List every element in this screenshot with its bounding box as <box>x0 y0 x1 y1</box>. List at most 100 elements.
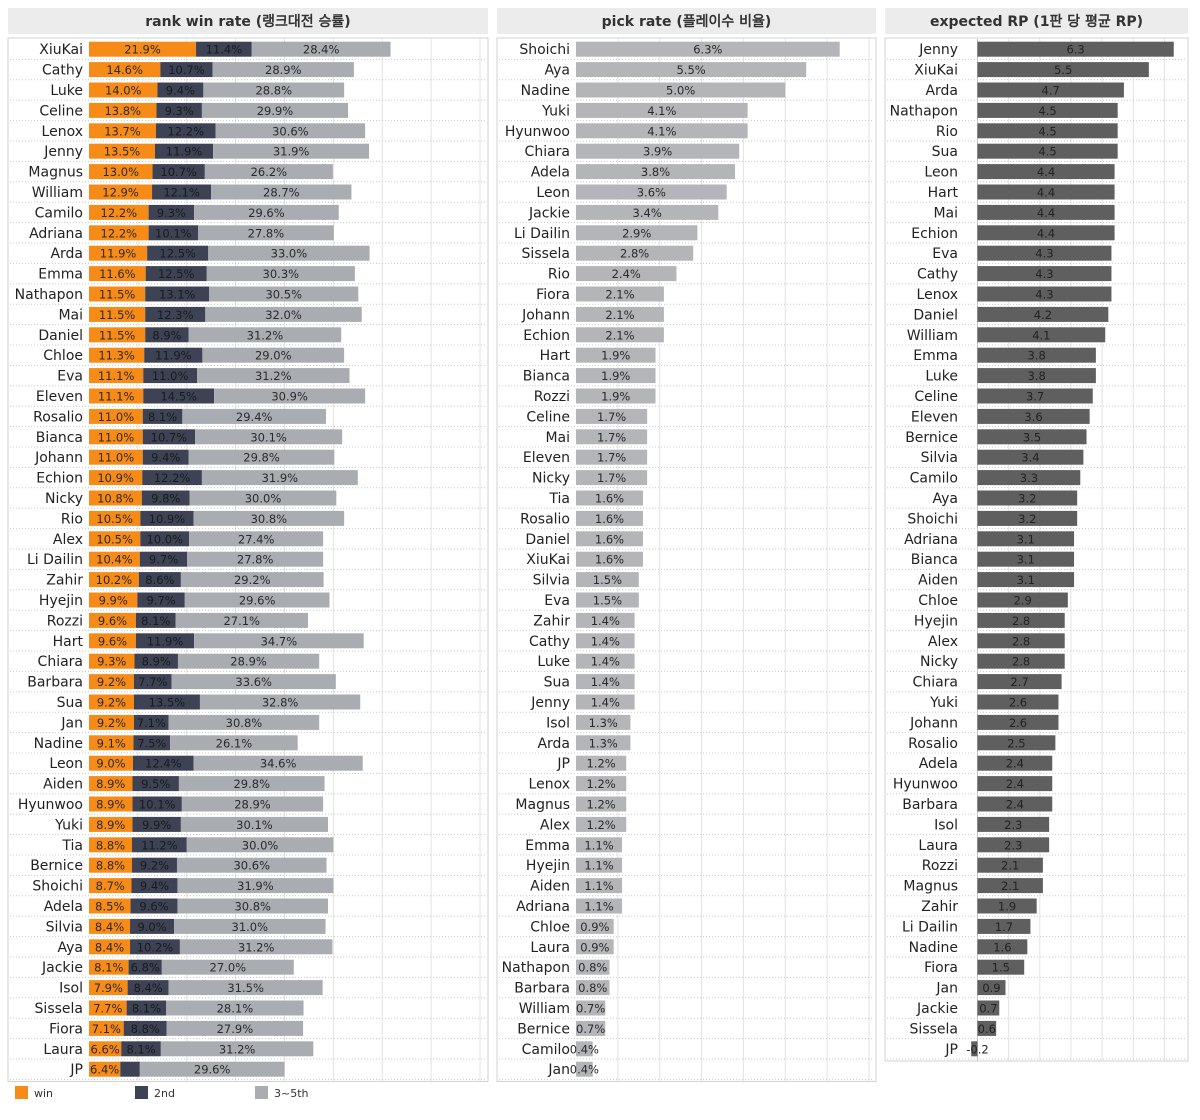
chart-row: Silvia 3.4 <box>887 449 1186 468</box>
data-label: 1.9% <box>601 390 630 404</box>
bar-segment-win <box>89 633 136 649</box>
bar <box>576 878 623 894</box>
bar <box>977 245 1112 261</box>
category-label: Nicky <box>532 471 570 487</box>
chart-row: Nadine 9.1% 7.5% 26.1% <box>10 735 486 754</box>
data-label: 30.9% <box>271 390 308 404</box>
chart-row: Luke 14.0% 9.4% 28.8% <box>10 82 486 101</box>
bar-segment-win <box>89 429 143 445</box>
chart-row: Jan 0.9 <box>887 980 1186 999</box>
chart-row: Nadine 5.0% <box>499 82 874 101</box>
category-label: Jan <box>935 981 958 997</box>
bar-segment-2nd <box>142 429 196 445</box>
legend-label: 3~5th <box>274 1087 309 1100</box>
data-label: 8.4% <box>134 981 163 995</box>
chart-row: Alex 10.5% 10.0% 27.4% <box>10 531 486 550</box>
bar <box>576 510 643 526</box>
chart-row: Adela 3.8% <box>499 164 874 183</box>
bar-segment-2nd <box>130 939 180 955</box>
category-label: Johann <box>521 307 570 323</box>
chart-row: Johann 11.0% 9.4% 29.8% <box>10 449 486 468</box>
data-label: 8.1% <box>126 1042 155 1056</box>
bar-segment-win <box>89 674 134 690</box>
bar <box>977 143 1118 159</box>
chart-title: rank win rate (랭크대전 승률) <box>145 13 350 30</box>
bar-segment-2nd <box>130 898 178 914</box>
bar <box>977 470 1081 486</box>
data-label: 3.7 <box>1026 390 1044 404</box>
data-label: 30.8% <box>226 716 263 730</box>
chart-row: Eleven 1.7% <box>499 449 874 468</box>
data-label: 8.6% <box>145 573 174 587</box>
chart-row: Arda 4.7 <box>887 82 1186 101</box>
bar-segment-win <box>89 266 146 282</box>
data-label: 9.5% <box>141 777 170 791</box>
bar-segment-35th <box>166 1020 304 1036</box>
data-label: 9.2% <box>97 696 126 710</box>
bar <box>576 551 643 567</box>
data-label: 12.4% <box>145 757 182 771</box>
chart-row: Camilo 12.2% 9.3% 29.6% <box>10 204 486 224</box>
category-label: Aya <box>58 940 84 956</box>
data-label: 1.3% <box>589 736 618 750</box>
bar <box>576 674 635 690</box>
chart-row: JP 6.4% 29.6% <box>10 1061 486 1080</box>
bar-segment-2nd <box>196 41 252 57</box>
data-label: 31.2% <box>247 328 284 342</box>
category-label: Shoichi <box>32 879 83 895</box>
bar <box>576 755 627 771</box>
bar <box>977 286 1112 302</box>
data-label: 29.6% <box>248 206 285 220</box>
category-label: Nathapon <box>15 287 83 303</box>
legend: win 2nd 3~5th <box>15 1086 309 1100</box>
category-label: Hyunwoo <box>505 124 570 140</box>
data-label: 30.0% <box>245 492 282 506</box>
bar <box>977 735 1056 751</box>
data-label: 2.3 <box>1004 818 1022 832</box>
chart-row: Silvia 1.5% <box>499 572 874 591</box>
bar-segment-2nd <box>144 347 203 363</box>
bar-segment-win <box>89 592 138 608</box>
bar-segment-35th <box>211 184 352 200</box>
data-label: 11.2% <box>141 838 178 852</box>
chart-row: Jan 0.4% <box>499 1061 874 1080</box>
bar-segment-2nd <box>132 755 194 771</box>
data-label: 1.7% <box>597 471 626 485</box>
data-label: 33.6% <box>235 675 272 689</box>
chart-row: Adela 8.5% 9.6% 30.8% <box>10 898 486 917</box>
category-label: Jackie <box>916 1001 958 1017</box>
chart-row: Rosalio 1.6% <box>499 510 874 530</box>
data-label: 9.8% <box>151 492 180 506</box>
bar-segment-2nd <box>152 164 205 180</box>
data-label: 29.2% <box>234 573 271 587</box>
category-label: Isol <box>546 715 570 731</box>
data-label: 12.2% <box>154 471 191 485</box>
data-label: 3.8 <box>1028 369 1046 383</box>
category-label: Rio <box>548 267 570 283</box>
chart-row: XiuKai 5.5 <box>887 62 1186 81</box>
category-label: Leon <box>49 756 83 772</box>
chart-row: Jenny 1.4% <box>499 694 874 713</box>
data-label: 31.2% <box>255 369 292 383</box>
bar-segment-win <box>89 531 141 547</box>
chart-frame <box>496 37 877 1082</box>
data-label: 7.1% <box>92 1022 121 1036</box>
chart-row: Laura 0.9% <box>499 939 874 958</box>
data-label: 8.7% <box>96 879 125 893</box>
legend-label: win <box>34 1087 53 1100</box>
data-label: 28.7% <box>263 186 300 200</box>
chart-row: Echion 10.9% 12.2% 31.9% <box>10 470 486 489</box>
chart-row: Chiara 3.9% <box>499 143 874 162</box>
chart-row: Rozzi 9.6% 8.1% 27.1% <box>10 612 486 632</box>
bar-segment-win <box>89 41 197 57</box>
data-label: 1.6% <box>595 532 624 546</box>
bar-segment-win <box>89 490 142 506</box>
bar-segment-2nd <box>148 225 198 241</box>
bar <box>977 102 1118 118</box>
data-label: 34.7% <box>261 634 298 648</box>
chart-row: Adriana 3.1 <box>887 531 1186 550</box>
bar <box>576 368 656 384</box>
chart-row: Rio 4.5 <box>887 123 1186 142</box>
chart-title-background <box>497 8 876 34</box>
data-label: 27.1% <box>223 614 260 628</box>
